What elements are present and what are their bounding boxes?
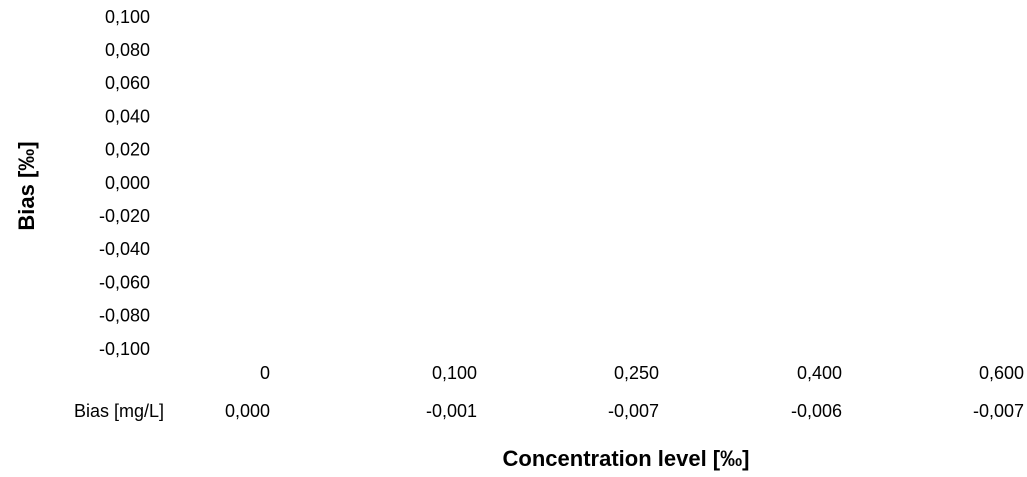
y-tick-label: 0,060 <box>105 73 150 93</box>
table-value: 0,000 <box>225 401 270 421</box>
x-axis-title: Concentration level [‰] <box>503 446 750 471</box>
x-category-label: 0,250 <box>614 363 659 383</box>
y-tick-label: 0,040 <box>105 106 150 126</box>
y-tick-label: 0,100 <box>105 7 150 27</box>
x-axis-categories: 0 0,100 0,250 0,400 0,600 <box>260 363 1024 383</box>
y-tick-label: -0,040 <box>99 239 150 259</box>
y-tick-label: -0,080 <box>99 306 150 326</box>
y-tick-label: 0,080 <box>105 40 150 60</box>
x-category-label: 0,100 <box>432 363 477 383</box>
y-tick-label: -0,060 <box>99 272 150 292</box>
x-category-label: 0 <box>260 363 270 383</box>
table-values: 0,000 -0,001 -0,007 -0,006 -0,007 <box>225 401 1024 421</box>
y-tick-label: 0,000 <box>105 173 150 193</box>
y-axis-ticks: 0,100 0,080 0,060 0,040 0,020 0,000 -0,020 -0,0… <box>99 7 150 359</box>
x-category-label: 0,400 <box>797 363 842 383</box>
y-tick-label: 0,020 <box>105 140 150 160</box>
table-value: -0,001 <box>426 401 477 421</box>
table-value: -0,006 <box>791 401 842 421</box>
x-category-label: 0,600 <box>979 363 1024 383</box>
y-axis-title: Bias [‰] <box>14 141 39 230</box>
table-row-label: Bias [mg/L] <box>74 401 164 421</box>
table-value: -0,007 <box>973 401 1024 421</box>
y-tick-label: -0,100 <box>99 339 150 359</box>
table-value: -0,007 <box>608 401 659 421</box>
y-tick-label: -0,020 <box>99 206 150 226</box>
